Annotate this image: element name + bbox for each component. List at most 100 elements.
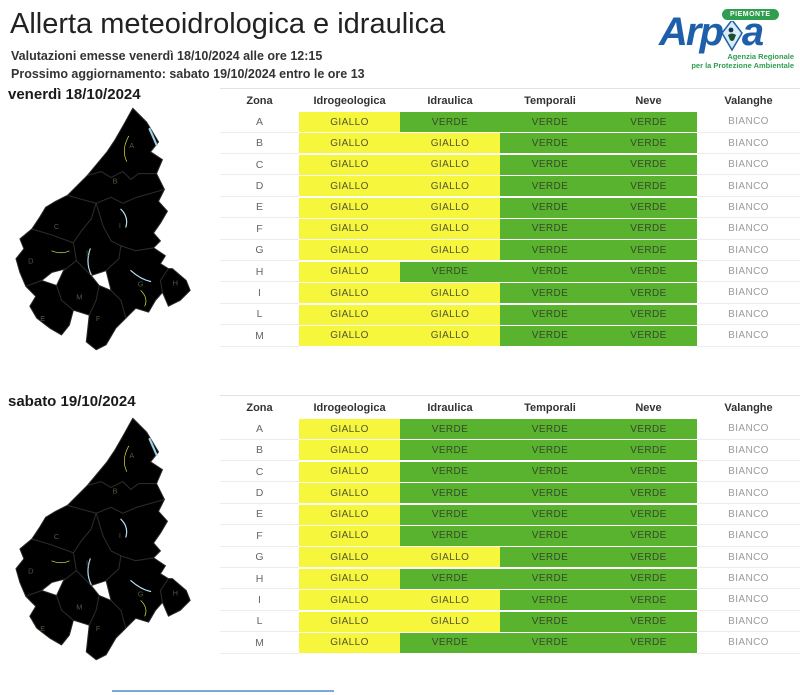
column-header-zona: Zona xyxy=(246,401,273,414)
alert-row-zone-F: F GIALLO VERDE VERDE VERDE BIANCO xyxy=(220,525,800,547)
column-header-temporali: Temporali xyxy=(524,401,576,414)
alert-cell-idrogeologica: GIALLO xyxy=(299,568,400,589)
alert-row-zone-C: C GIALLO GIALLO VERDE VERDE BIANCO xyxy=(220,154,800,176)
alert-cell-neve: VERDE xyxy=(600,283,697,304)
zone-label: F xyxy=(220,219,299,240)
alert-cell-valanghe: BIANCO xyxy=(697,547,800,569)
alert-cell-idraulica: VERDE xyxy=(400,440,500,461)
column-header-idrogeologica: Idrogeologica xyxy=(313,94,386,107)
alert-cell-valanghe: BIANCO xyxy=(697,283,800,304)
alert-cell-temporali: VERDE xyxy=(500,525,600,546)
alert-cell-idrogeologica: GIALLO xyxy=(299,440,400,461)
alert-cell-valanghe: BIANCO xyxy=(697,176,800,197)
zone-label: C xyxy=(220,155,299,176)
alert-cell-valanghe: BIANCO xyxy=(697,155,800,176)
alert-cell-idraulica: GIALLO xyxy=(400,325,500,346)
zone-label: A xyxy=(220,419,299,440)
alert-cell-idraulica: VERDE xyxy=(400,632,500,653)
zone-label: F xyxy=(220,526,299,547)
alert-cell-idrogeologica: GIALLO xyxy=(299,133,400,154)
column-header-valanghe: Valanghe xyxy=(724,401,773,414)
next-update-line: Prossimo aggiornamento: sabato 19/10/202… xyxy=(11,67,365,81)
region-map-saturday xyxy=(12,410,210,672)
alert-cell-temporali: VERDE xyxy=(500,176,600,197)
alert-cell-idrogeologica: GIALLO xyxy=(299,419,400,439)
alert-cell-idraulica: GIALLO xyxy=(400,611,500,632)
alert-cell-temporali: VERDE xyxy=(500,218,600,239)
alert-cell-idraulica: VERDE xyxy=(400,568,500,589)
alert-cell-valanghe: BIANCO xyxy=(697,483,800,504)
day-label-friday: venerdì 18/10/2024 xyxy=(8,86,141,103)
alert-cell-neve: VERDE xyxy=(600,440,697,461)
zone-label: H xyxy=(220,262,299,283)
alert-cell-idrogeologica: GIALLO xyxy=(299,240,400,261)
alert-cell-temporali: VERDE xyxy=(500,590,600,611)
alert-cell-temporali: VERDE xyxy=(500,568,600,589)
alert-cell-valanghe: BIANCO xyxy=(697,590,800,611)
alert-cell-temporali: VERDE xyxy=(500,547,600,568)
alert-cell-idraulica: VERDE xyxy=(400,112,500,132)
alert-cell-neve: VERDE xyxy=(600,611,697,632)
footer-rule xyxy=(112,690,334,692)
alert-cell-neve: VERDE xyxy=(600,154,697,175)
alert-row-zone-D: D GIALLO GIALLO VERDE VERDE BIANCO xyxy=(220,176,800,197)
alert-cell-valanghe: BIANCO xyxy=(697,112,800,133)
alert-cell-idraulica: GIALLO xyxy=(400,590,500,611)
alert-cell-temporali: VERDE xyxy=(500,154,600,175)
column-header-idrogeologica: Idrogeologica xyxy=(313,401,386,414)
column-header-valanghe: Valanghe xyxy=(724,94,773,107)
logo-wordmark-end: a xyxy=(741,10,764,54)
alert-cell-idrogeologica: GIALLO xyxy=(299,483,400,504)
zone-label: E xyxy=(220,198,299,219)
zone-label: I xyxy=(220,590,299,611)
alert-row-zone-E: E GIALLO GIALLO VERDE VERDE BIANCO xyxy=(220,197,800,219)
day-section-friday: venerdì 18/10/2024 Zona Idrogeologica Idra… xyxy=(0,86,800,378)
alert-cell-idraulica: GIALLO xyxy=(400,154,500,175)
day-section-saturday: sabato 19/10/2024 Zona Idrogeologica Idrau… xyxy=(0,393,800,685)
alert-cell-neve: VERDE xyxy=(600,197,697,218)
alert-cell-temporali: VERDE xyxy=(500,304,600,325)
alert-cell-valanghe: BIANCO xyxy=(697,326,800,347)
alert-cell-neve: VERDE xyxy=(600,632,697,653)
alert-cell-idraulica: VERDE xyxy=(400,419,500,439)
alert-row-zone-L: L GIALLO GIALLO VERDE VERDE BIANCO xyxy=(220,304,800,326)
column-header-neve: Neve xyxy=(635,94,662,107)
alert-cell-valanghe: BIANCO xyxy=(697,505,800,526)
alert-cell-idraulica: VERDE xyxy=(400,525,500,546)
alert-cell-temporali: VERDE xyxy=(500,504,600,525)
alert-cell-idrogeologica: GIALLO xyxy=(299,325,400,346)
column-header-zona: Zona xyxy=(246,94,273,107)
alert-cell-idraulica: VERDE xyxy=(400,504,500,525)
alert-cell-valanghe: BIANCO xyxy=(697,569,800,590)
alert-cell-neve: VERDE xyxy=(600,261,697,282)
alert-row-zone-A: A GIALLO VERDE VERDE VERDE BIANCO xyxy=(220,112,800,133)
table-header-row: Zona Idrogeologica Idraulica Temporali Neve V… xyxy=(220,395,800,419)
alert-cell-valanghe: BIANCO xyxy=(697,440,800,462)
zone-label: D xyxy=(220,176,299,197)
arpa-piemonte-logo: Arp a PIEMONTE Agenzia Regionale per la … xyxy=(659,4,794,72)
alert-cell-idraulica: VERDE xyxy=(400,483,500,504)
zone-label: G xyxy=(220,240,299,262)
alert-row-zone-B: B GIALLO VERDE VERDE VERDE BIANCO xyxy=(220,440,800,462)
zone-label: A xyxy=(220,112,299,133)
alert-cell-idrogeologica: GIALLO xyxy=(299,525,400,546)
zone-label: M xyxy=(220,633,299,654)
zone-label: H xyxy=(220,569,299,590)
alert-cell-valanghe: BIANCO xyxy=(697,262,800,283)
logo-tagline: Agenzia Regionale per la Protezione Ambi… xyxy=(691,52,794,70)
alert-row-zone-D: D GIALLO VERDE VERDE VERDE BIANCO xyxy=(220,483,800,504)
alert-cell-valanghe: BIANCO xyxy=(697,633,800,654)
alert-cell-temporali: VERDE xyxy=(500,419,600,439)
alert-cell-neve: VERDE xyxy=(600,568,697,589)
alert-row-zone-I: I GIALLO GIALLO VERDE VERDE BIANCO xyxy=(220,283,800,304)
kite-icon xyxy=(720,18,743,52)
page-title: Allerta meteoidrologica e idraulica xyxy=(10,8,446,40)
alert-cell-idrogeologica: GIALLO xyxy=(299,197,400,218)
alert-cell-idraulica: GIALLO xyxy=(400,304,500,325)
alert-row-zone-G: G GIALLO GIALLO VERDE VERDE BIANCO xyxy=(220,547,800,569)
alert-cell-temporali: VERDE xyxy=(500,611,600,632)
column-header-neve: Neve xyxy=(635,401,662,414)
alert-cell-valanghe: BIANCO xyxy=(697,198,800,219)
alert-cell-idraulica: VERDE xyxy=(400,261,500,282)
alert-cell-temporali: VERDE xyxy=(500,261,600,282)
